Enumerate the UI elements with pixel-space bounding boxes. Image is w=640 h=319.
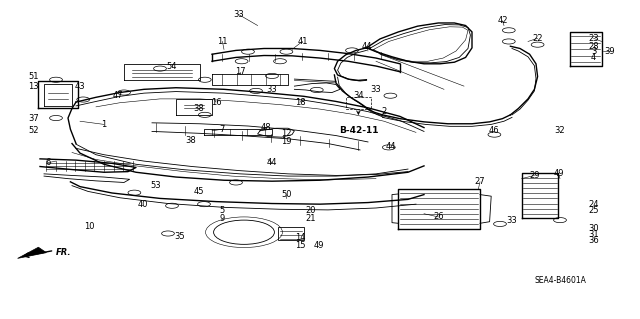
Text: 44: 44 xyxy=(385,142,396,151)
Text: 26: 26 xyxy=(433,212,444,221)
Text: 28: 28 xyxy=(588,42,599,51)
Text: 46: 46 xyxy=(489,126,500,135)
Text: 40: 40 xyxy=(137,200,148,209)
Text: 2: 2 xyxy=(381,107,387,116)
Text: 27: 27 xyxy=(475,177,485,186)
Text: FR.: FR. xyxy=(56,248,72,256)
Text: 38: 38 xyxy=(185,136,196,145)
Text: 50: 50 xyxy=(281,190,292,199)
Text: 43: 43 xyxy=(75,82,85,91)
Text: 38: 38 xyxy=(193,104,204,113)
Text: 11: 11 xyxy=(217,37,228,46)
Text: 49: 49 xyxy=(313,241,324,250)
Text: 51: 51 xyxy=(28,72,39,81)
Text: 13: 13 xyxy=(28,82,39,91)
Text: 4: 4 xyxy=(591,53,596,62)
Text: 22: 22 xyxy=(532,34,543,43)
Text: 33: 33 xyxy=(233,10,244,19)
Text: 33: 33 xyxy=(371,85,381,94)
Bar xyxy=(278,227,304,240)
Text: 10: 10 xyxy=(84,222,95,231)
Text: 23: 23 xyxy=(588,34,599,43)
Text: 39: 39 xyxy=(604,47,615,56)
Text: 36: 36 xyxy=(588,236,599,245)
Text: 30: 30 xyxy=(588,224,599,233)
Text: 52: 52 xyxy=(28,126,39,135)
Text: 47: 47 xyxy=(113,91,124,100)
Text: 21: 21 xyxy=(305,214,316,223)
Text: 37: 37 xyxy=(28,114,39,122)
Polygon shape xyxy=(17,247,47,258)
Text: 44: 44 xyxy=(361,42,372,51)
Text: 1: 1 xyxy=(101,120,107,129)
Text: 41: 41 xyxy=(297,37,308,46)
Text: 31: 31 xyxy=(588,230,599,239)
Text: 17: 17 xyxy=(235,67,245,76)
Text: 9: 9 xyxy=(220,214,225,223)
Text: 12: 12 xyxy=(281,130,292,138)
Text: 29: 29 xyxy=(529,171,540,180)
Text: 33: 33 xyxy=(267,85,277,94)
Text: 5: 5 xyxy=(220,206,225,215)
Text: 25: 25 xyxy=(588,206,599,215)
Text: 24: 24 xyxy=(588,200,599,209)
Text: 45: 45 xyxy=(193,187,204,196)
Text: 18: 18 xyxy=(294,98,305,107)
Text: 14: 14 xyxy=(295,233,305,242)
Bar xyxy=(346,97,371,109)
Text: 6: 6 xyxy=(45,158,51,167)
Text: 7: 7 xyxy=(220,125,225,134)
Text: 44: 44 xyxy=(267,158,277,167)
Text: 3: 3 xyxy=(591,47,596,56)
Text: SEA4-B4601A: SEA4-B4601A xyxy=(534,276,586,285)
Text: 49: 49 xyxy=(553,169,564,178)
Text: 32: 32 xyxy=(555,126,565,135)
Text: 35: 35 xyxy=(175,232,186,241)
Text: 15: 15 xyxy=(295,241,305,250)
Text: 20: 20 xyxy=(305,206,316,215)
Text: 53: 53 xyxy=(150,181,161,189)
Text: B-42-11: B-42-11 xyxy=(339,126,378,135)
Text: 42: 42 xyxy=(497,16,508,25)
Text: 54: 54 xyxy=(167,63,177,71)
Text: 16: 16 xyxy=(211,98,221,107)
Text: 34: 34 xyxy=(353,91,364,100)
Text: 33: 33 xyxy=(507,216,517,225)
Text: 48: 48 xyxy=(260,123,271,132)
Text: 19: 19 xyxy=(281,137,292,146)
